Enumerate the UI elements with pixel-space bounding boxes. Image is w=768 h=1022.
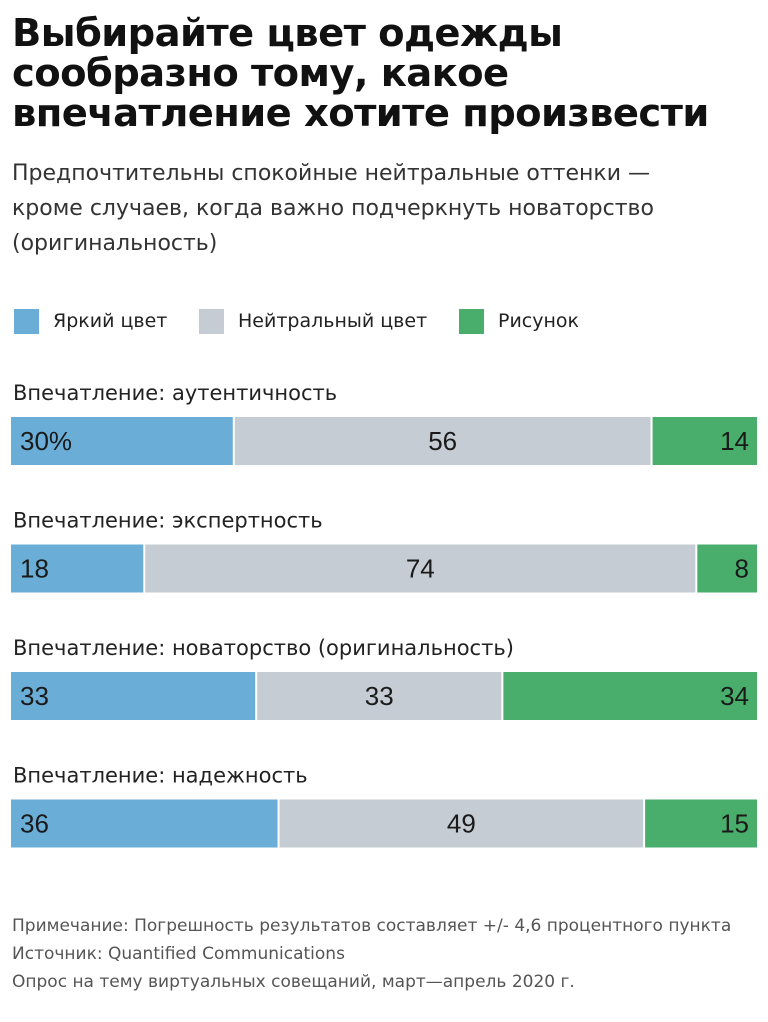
bar-value-label: 18	[20, 554, 49, 584]
bar-value-label: 49	[447, 809, 476, 839]
chart-title-line: Выбирайте цвет одежды	[12, 11, 563, 56]
bar-segment-bright	[11, 799, 278, 848]
row-label: Впечатление: новаторство (оригинальность…	[13, 636, 514, 660]
bar-segment-pattern	[645, 799, 757, 848]
chart-subtitle: Предпочтительны спокойные нейтральные от…	[12, 156, 732, 261]
bar-segment-neutral	[279, 799, 644, 848]
bar-segment-bright	[11, 544, 144, 593]
legend-swatch-pattern	[459, 308, 484, 334]
bar-value-label: 14	[720, 426, 749, 456]
bar-value-label: 56	[428, 426, 457, 456]
bar-value-label: 34	[720, 681, 749, 711]
legend-item-neutral: Нейтральный цвет	[199, 307, 427, 335]
chart-subtitle-line: (оригинальность)	[12, 231, 218, 256]
legend-label-pattern: Рисунок	[498, 310, 580, 332]
row-label: Впечатление: надежность	[13, 764, 308, 788]
legend-item-bright: Яркий цвет	[14, 307, 167, 335]
footer-source: Источник: Quantified Communications	[12, 944, 345, 964]
legend-label-bright: Яркий цвет	[53, 310, 168, 332]
legend-swatch-bright	[14, 308, 39, 334]
chart-subtitle-line: кроме случаев, когда важно подчеркнуть н…	[12, 196, 654, 221]
bar-segment-bright	[11, 672, 256, 720]
bar-value-label: 36	[20, 809, 49, 839]
bar-value-label: 33	[365, 681, 394, 711]
bar-segment-neutral	[257, 672, 502, 720]
bar-value-label: 30%	[20, 426, 72, 456]
row-label: Впечатление: экспертность	[13, 509, 323, 533]
legend-item-pattern: Рисунок	[459, 307, 579, 335]
footer-survey: Опрос на тему виртуальных совещаний, мар…	[12, 972, 575, 992]
bar-value-label: 74	[406, 554, 435, 584]
bar-segment-neutral	[234, 417, 651, 465]
bar-segment-pattern	[697, 544, 757, 593]
bar-segment-pattern	[652, 417, 757, 465]
legend-label-neutral: Нейтральный цвет	[238, 310, 428, 332]
stacked-bar-chart: Впечатление: аутентичность 30% 56 14 Впечатл…	[11, 381, 757, 848]
chart-title: Выбирайте цвет одежды сообразно тому, ка…	[12, 14, 757, 134]
bar-value-label: 15	[720, 809, 749, 839]
bar-segment-neutral	[145, 544, 696, 593]
chart-footer: Примечание: Погрешность результатов сост…	[12, 912, 762, 996]
chart-title-line: впечатление хотите произвести	[12, 91, 709, 136]
bar-value-label: 33	[20, 681, 49, 711]
chart-title-line: сообразно тому, какое	[12, 51, 509, 96]
bar-segment-pattern	[503, 672, 757, 720]
bar-segment-bright	[11, 417, 233, 465]
chart-subtitle-line: Предпочтительны спокойные нейтральные от…	[12, 161, 650, 186]
legend-swatch-neutral	[199, 308, 224, 334]
bar-value-label: 8	[735, 554, 749, 584]
footer-note: Примечание: Погрешность результатов сост…	[12, 916, 732, 936]
row-label: Впечатление: аутентичность	[13, 381, 337, 405]
